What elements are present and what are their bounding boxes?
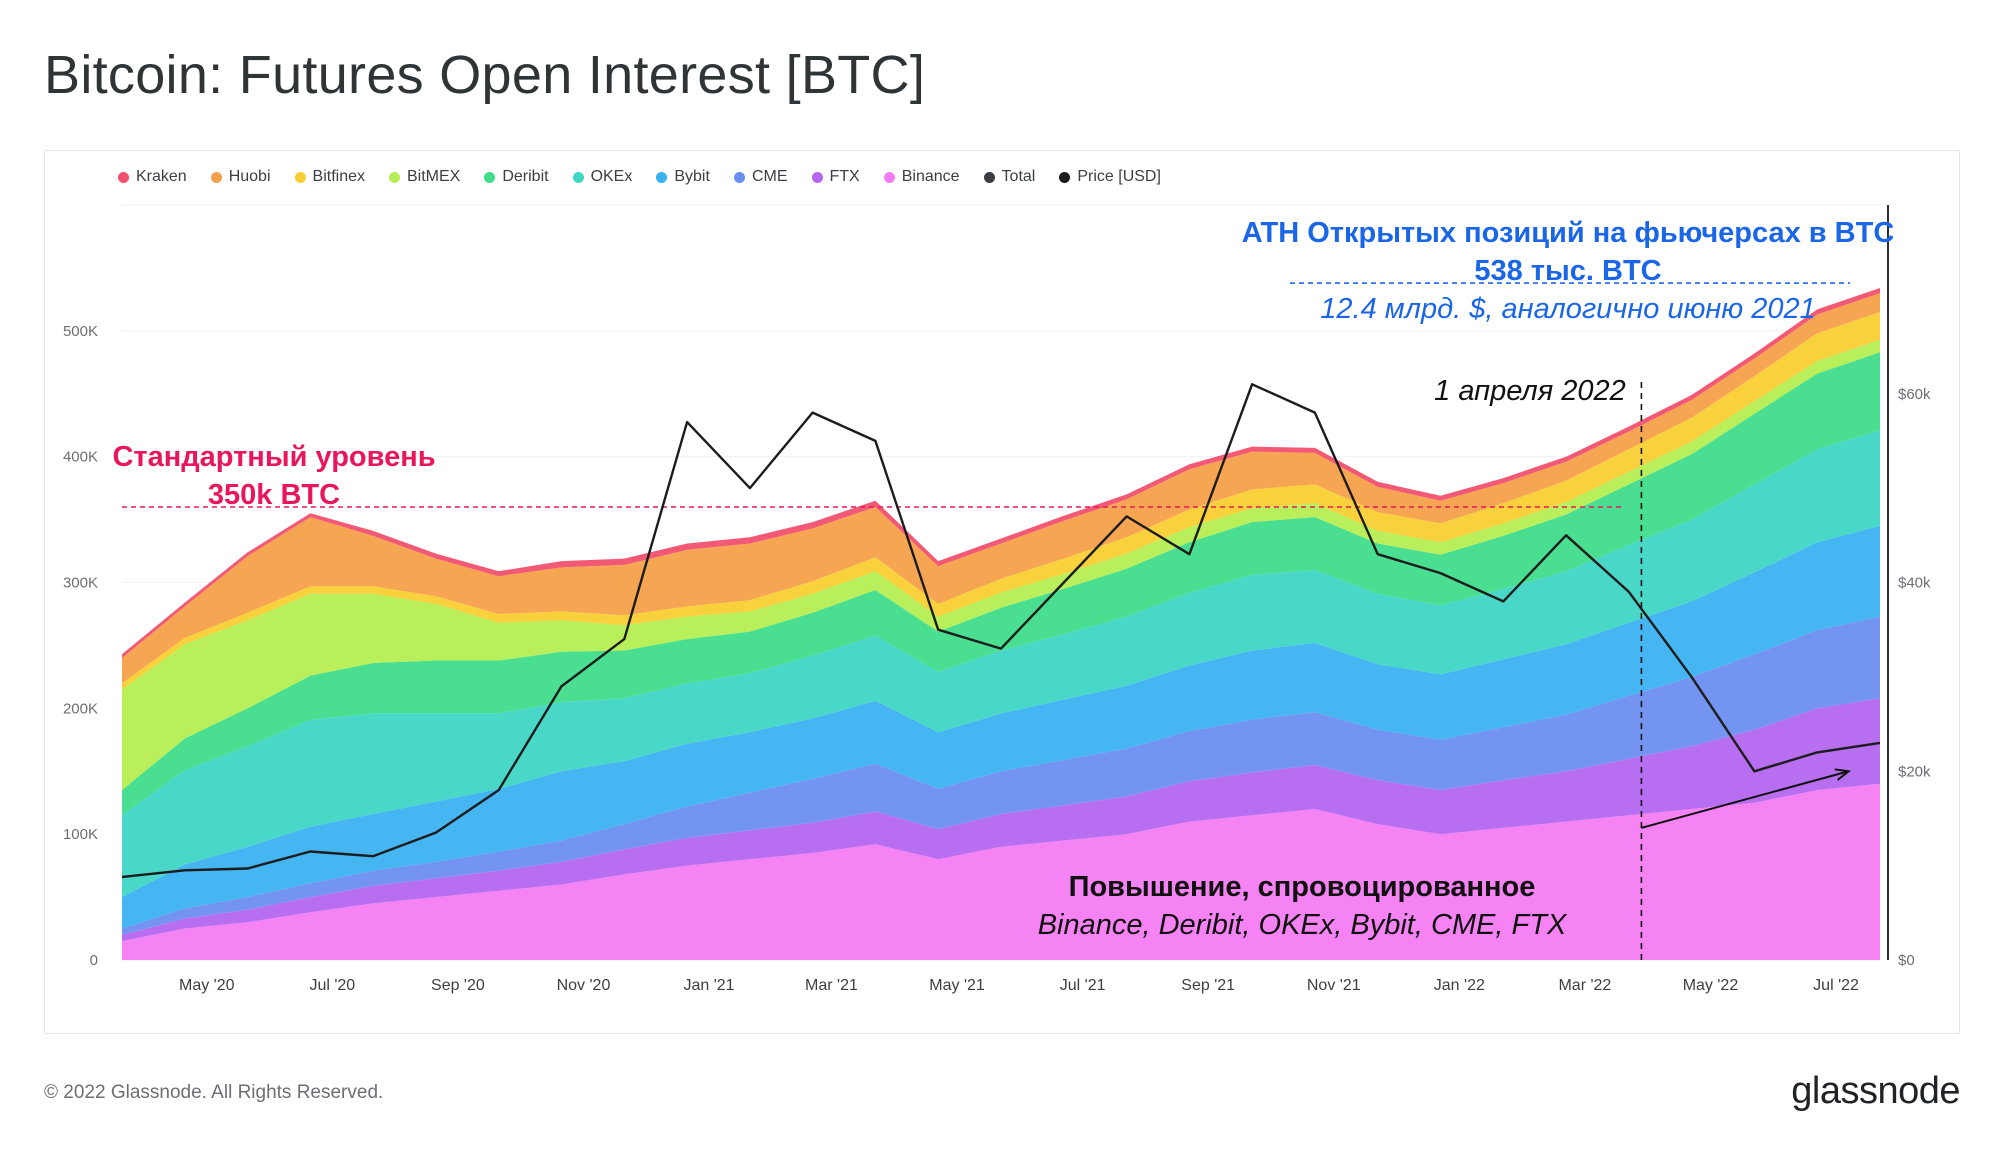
area-binance [122,783,1880,960]
legend-label: OKEx [590,168,633,185]
x-tick-label: Mar '21 [805,977,858,994]
legend-item-kraken[interactable]: Kraken [118,168,187,186]
legend-label: CME [751,168,788,185]
legend-item-ftx[interactable]: FTX [811,168,860,186]
x-tick-label: Sep '20 [431,977,485,994]
legend-label: Kraken [136,168,187,185]
legend: Kraken Huobi Bitfinex BitMEX Deribit OKEx Bybi… [118,168,1161,186]
legend-label: Bitfinex [312,168,365,185]
trend-arrow-head [1834,768,1852,781]
y-right-tick-label: $20k [1898,763,1931,780]
x-tick-label: Mar '22 [1558,977,1611,994]
legend-label: Price [USD] [1077,168,1161,185]
legend-item-cme[interactable]: CME [733,168,788,186]
y-right-tick-label: $40k [1898,575,1931,592]
trend-arrow [1641,770,1849,829]
x-tick-label: Jul '20 [309,977,355,994]
legend-item-price-usd[interactable]: Price [USD] [1059,168,1161,186]
y-left-tick-label: 300K [63,575,98,592]
y-right-tick-label: $60k [1898,386,1931,403]
legend-dot [484,171,496,183]
annotation-ath-usd: 12.4 млрд. $, аналогично июню 2021 [1320,293,1815,325]
legend-dot [811,171,823,183]
legend-label: Binance [901,168,960,185]
area-okex [122,430,1880,898]
x-tick-label: Jul '22 [1813,977,1859,994]
x-tick-label: Nov '21 [1307,977,1361,994]
price-line [121,383,1881,879]
legend-item-okex[interactable]: OKEx [572,168,633,186]
area-kraken [122,288,1880,658]
y-left-tick-label: 100K [63,826,98,843]
legend-dot [983,171,995,183]
area-deribit [122,352,1880,816]
chart-frame [44,150,1960,1034]
legend-item-bitfinex[interactable]: Bitfinex [294,168,365,186]
legend-label: Bybit [674,168,710,185]
legend-label: Deribit [502,168,549,185]
legend-label: BitMEX [406,168,461,185]
x-tick-label: Jan '21 [683,977,734,994]
chart-title: Bitcoin: Futures Open Interest [BTC] [44,45,926,105]
copyright-footer: © 2022 Glassnode. All Rights Reserved. [44,1082,384,1103]
legend-dot [883,171,895,183]
x-tick-label: Nov '20 [557,977,611,994]
x-tick-label: May '21 [929,977,985,994]
annotation-ath-title: ATH Открытых позиций на фьючерсах в BTC [1242,217,1895,249]
x-tick-label: May '22 [1683,977,1739,994]
x-tick-label: Jan '22 [1434,977,1485,994]
annotation-ath-value: 538 тыс. BTC [1474,255,1661,287]
x-tick-label: Jul '21 [1060,977,1106,994]
annotation-std-level-2: 350k BTC [208,479,340,511]
legend-dot [656,171,668,183]
legend-dot [388,171,400,183]
legend-item-bitmex[interactable]: BitMEX [388,168,461,186]
area-cme [122,616,1880,935]
y-left-tick-label: 0 [90,952,98,969]
annotation-std-level-1: Стандартный уровень [112,441,435,473]
legend-item-deribit[interactable]: Deribit [484,168,549,186]
legend-item-bybit[interactable]: Bybit [656,168,710,186]
legend-label: Total [1001,168,1036,185]
legend-dot [294,171,306,183]
annotation-rise-2: Binance, Deribit, OKEx, Bybit, CME, FTX [1038,909,1568,941]
annotation-april: 1 апреля 2022 [1434,375,1626,407]
legend-item-total[interactable]: Total [983,168,1036,186]
area-huobi [122,293,1880,684]
legend-label: Huobi [228,168,271,185]
legend-dot [572,171,584,183]
legend-dot [1059,171,1071,183]
legend-dot [733,171,745,183]
area-ftx [122,698,1880,942]
y-left-tick-label: 200K [63,700,98,717]
legend-dot [118,171,129,183]
area-bybit [122,525,1880,929]
legend-item-binance[interactable]: Binance [883,168,960,186]
y-left-tick-label: 500K [63,323,98,340]
y-left-tick-label: 400K [63,449,98,466]
legend-dot [210,171,222,183]
annotation-rise-1: Повышение, спровоцированное [1069,871,1536,903]
x-tick-label: Sep '21 [1181,977,1235,994]
area-bitfinex [122,312,1880,690]
brand-logo: glassnode [1791,1070,1960,1112]
x-tick-label: May '20 [179,977,235,994]
y-right-tick-label: $0 [1898,952,1915,969]
legend-label: FTX [829,168,860,185]
legend-item-huobi[interactable]: Huobi [210,168,271,186]
